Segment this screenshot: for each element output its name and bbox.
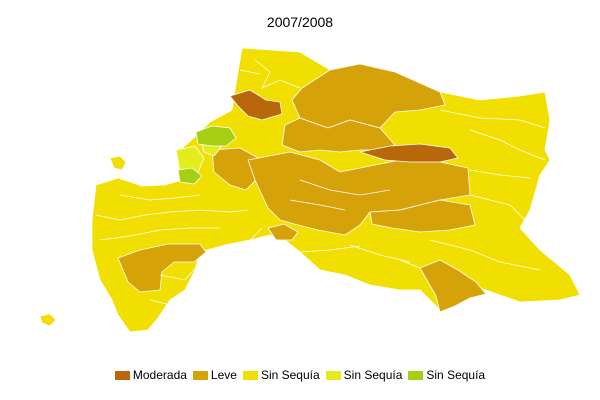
region-sinsequia-green-a <box>195 125 237 147</box>
legend-label: Sin Sequía <box>343 368 403 382</box>
legend-swatch <box>325 370 341 380</box>
legend-swatch <box>408 370 424 380</box>
map-title: 2007/2008 <box>266 14 334 30</box>
legend-swatch <box>114 370 130 380</box>
region-leve-east <box>369 199 476 233</box>
region-leve-southwest <box>117 243 207 293</box>
legend-item-moderada: Moderada <box>114 368 187 382</box>
region-island <box>109 155 127 171</box>
region-moderada-northwest <box>229 89 283 121</box>
map-legend: Moderada Leve Sin Sequía Sin Sequía Sin … <box>0 366 600 384</box>
legend-swatch <box>242 370 258 380</box>
legend-label: Sin Sequía <box>260 368 320 382</box>
region-island-south <box>39 313 57 327</box>
region-moderada-center <box>359 143 459 163</box>
legend-label: Leve <box>210 368 237 382</box>
region-sinsequia-green-b <box>177 167 203 185</box>
legend-item-sin-sequia-1: Sin Sequía <box>242 368 320 382</box>
legend-item-sin-sequia-2: Sin Sequía <box>325 368 403 382</box>
legend-label: Sin Sequía <box>426 368 486 382</box>
legend-item-sin-sequia-3: Sin Sequía <box>408 368 485 382</box>
region-sinsequia-light-a <box>175 145 205 173</box>
legend-label: Moderada <box>132 368 187 382</box>
region-leve-small-a <box>267 223 299 241</box>
internal-boundaries <box>95 59 546 306</box>
region-leve-southeast <box>419 259 487 313</box>
legend-swatch <box>192 370 208 380</box>
legend-item-leve: Leve <box>192 368 237 382</box>
region-leve-west <box>211 147 263 191</box>
